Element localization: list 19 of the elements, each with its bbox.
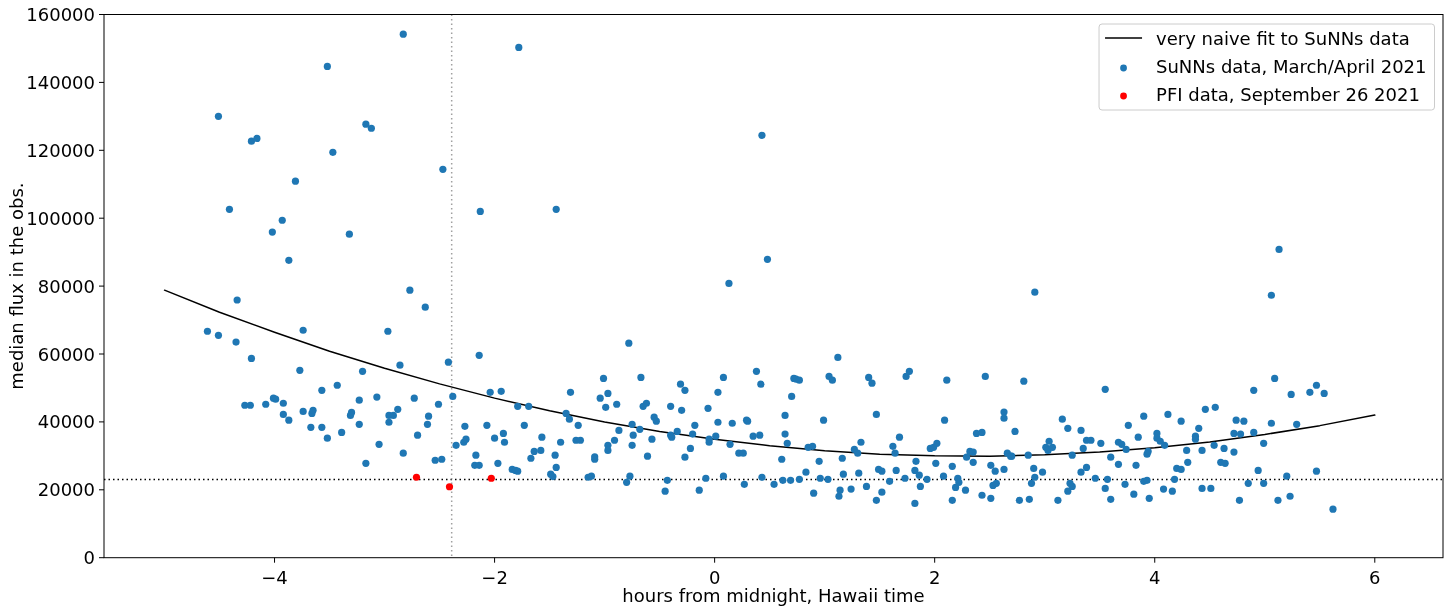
y-tick-label: 80000 <box>37 275 95 297</box>
x-tick-label: 4 <box>1149 567 1161 589</box>
y-tick-label: 40000 <box>37 411 95 433</box>
y-tick-label: 60000 <box>37 343 95 365</box>
y-tick-label: 140000 <box>26 71 95 93</box>
y-tick-label: 160000 <box>26 4 95 25</box>
line-series <box>163 289 1376 457</box>
x-tick-label: −4 <box>261 567 288 589</box>
legend-label: very naive fit to SuNNs data <box>1156 27 1410 49</box>
y-tick-label: 20000 <box>37 479 95 501</box>
legend-label: SuNNs data, March/April 2021 <box>1156 55 1427 77</box>
legend-label: PFI data, September 26 2021 <box>1156 83 1420 105</box>
y-tick-label: 100000 <box>26 207 95 229</box>
x-tick-label: 2 <box>928 567 941 589</box>
y-tick-label: 0 <box>83 547 95 569</box>
y-axis-title: median flux in the obs. <box>5 182 27 390</box>
y-tick-label: 120000 <box>26 139 95 161</box>
x-tick-label: 6 <box>1369 567 1381 589</box>
x-tick-label: −2 <box>481 567 508 589</box>
